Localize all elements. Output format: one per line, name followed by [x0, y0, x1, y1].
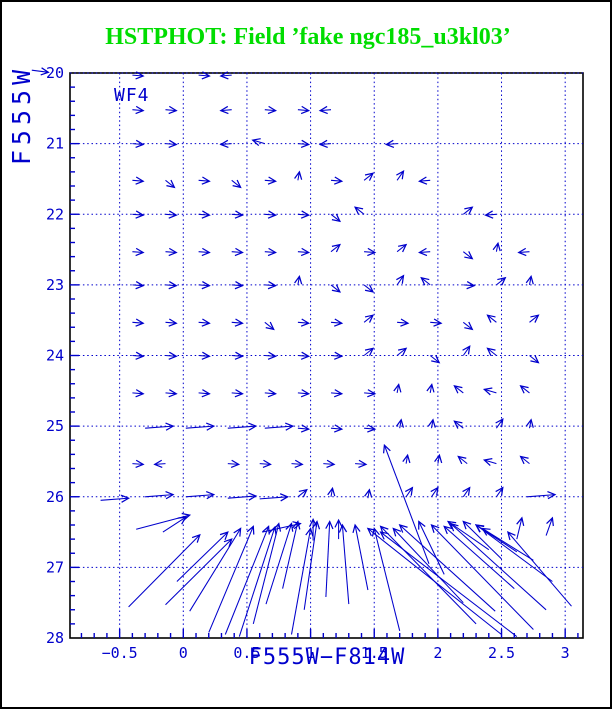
svg-text:0.5: 0.5: [233, 644, 260, 662]
svg-text:1.5: 1.5: [361, 644, 388, 662]
svg-text:27: 27: [46, 558, 64, 576]
plot-title: HSTPHOT: Field ’fake ngc185_u3kl03’: [105, 24, 511, 50]
gridlines: [70, 72, 583, 638]
svg-text:−0.5: −0.5: [102, 644, 138, 662]
svg-text:23: 23: [46, 276, 64, 294]
x-axis-label: F555W−F814W: [248, 645, 406, 670]
svg-text:21: 21: [46, 135, 64, 153]
axis-frame: [69, 72, 584, 639]
svg-text:2: 2: [433, 644, 442, 662]
y-tick-labels: 20 21 22 23 24 25 26 27 28: [46, 64, 64, 647]
svg-text:1: 1: [306, 644, 315, 662]
svg-text:26: 26: [46, 488, 64, 506]
bias-arrows: [31, 67, 572, 638]
chip-annotation: WF4: [114, 85, 150, 106]
svg-text:24: 24: [46, 347, 64, 365]
svg-text:28: 28: [46, 629, 64, 647]
svg-text:22: 22: [46, 205, 64, 223]
axis-ticks: [70, 86, 579, 638]
svg-text:2.5: 2.5: [488, 644, 515, 662]
svg-text:0: 0: [179, 644, 188, 662]
x-tick-labels: −0.5 0 0.5 1 1.5 2 2.5 3: [102, 644, 570, 662]
svg-text:20: 20: [46, 64, 64, 82]
svg-text:3: 3: [561, 644, 570, 662]
svg-text:25: 25: [46, 417, 64, 435]
